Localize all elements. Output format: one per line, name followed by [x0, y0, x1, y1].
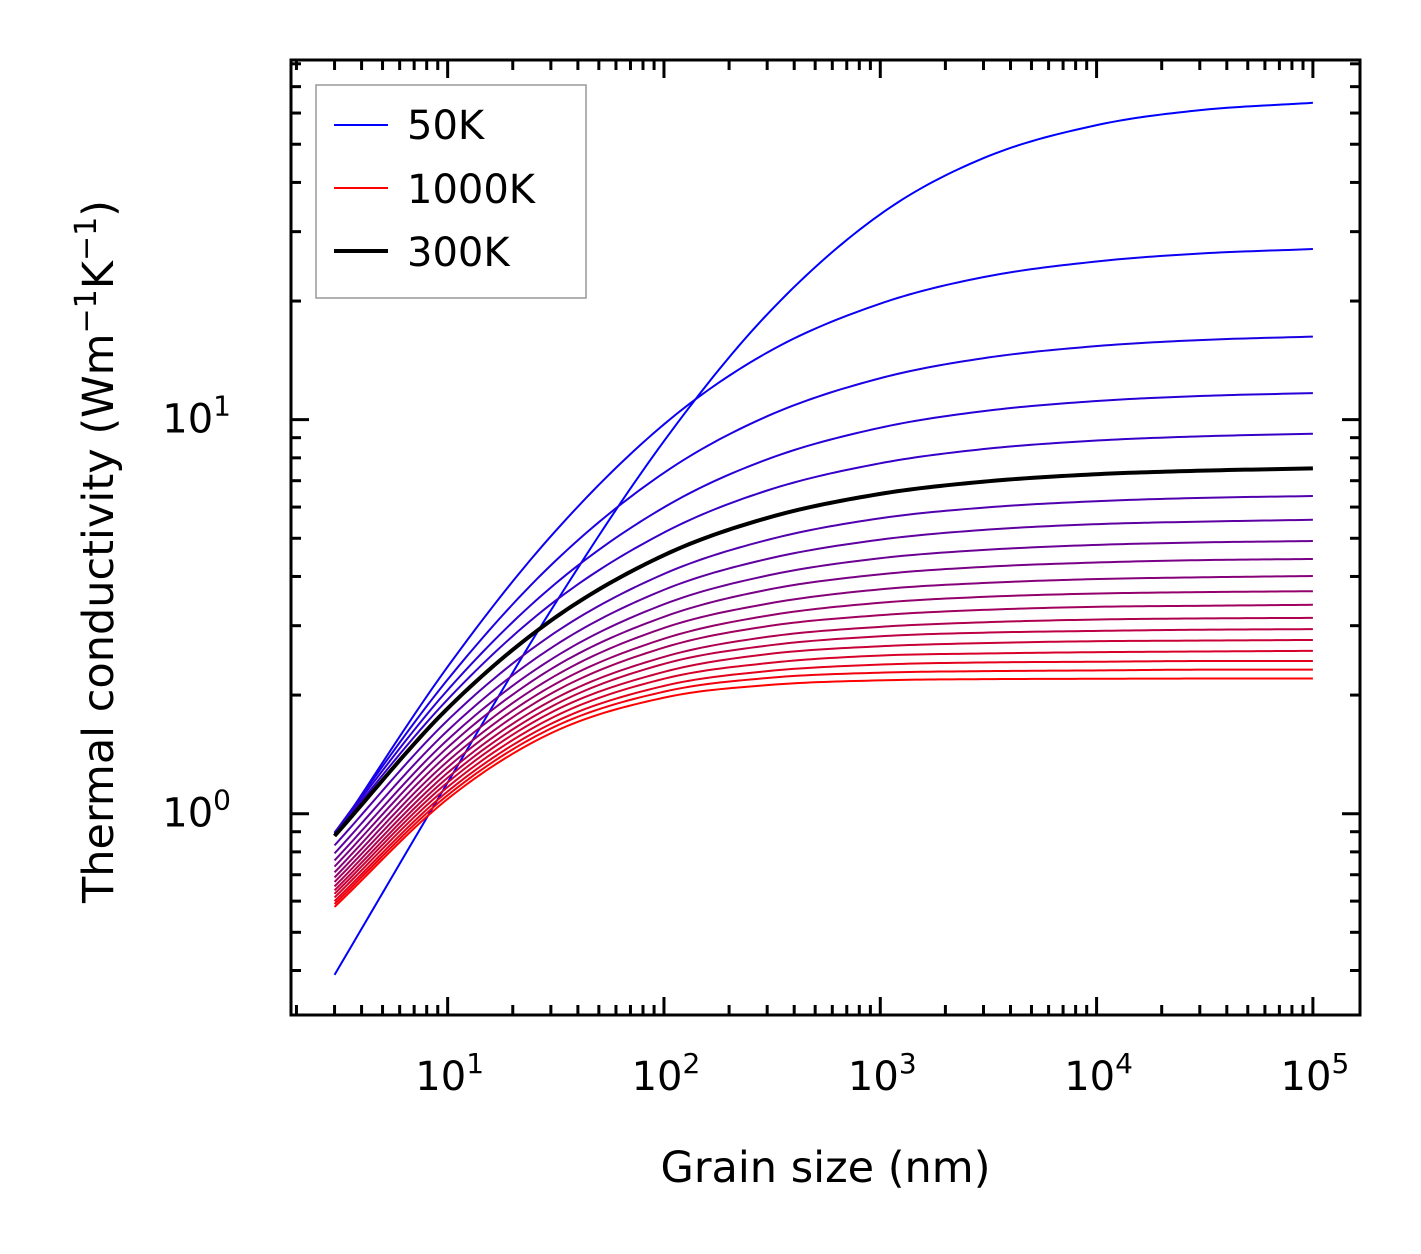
ticks-layer: [291, 60, 1360, 1015]
series-line-300k: [333, 466, 1313, 838]
x-tick-base: 10: [632, 1054, 683, 1100]
y-axis-label-exp2: −1: [69, 217, 104, 261]
x-tick-base: 10: [1064, 1054, 1115, 1100]
x-tick-exponent: 2: [683, 1047, 701, 1080]
y-tick-base: 10: [162, 397, 213, 443]
legend-entry-300k: 300K: [334, 230, 511, 276]
y-tick-exponent: 1: [213, 390, 231, 423]
legend-label-300k: 300K: [407, 230, 511, 276]
series-line-500k: [333, 557, 1313, 868]
series-line-100k: [333, 248, 1313, 837]
series-line-700k: [333, 616, 1313, 888]
x-tick-exponent: 4: [1115, 1047, 1133, 1080]
series-line-850k: [333, 649, 1313, 899]
series-layer: [333, 101, 1313, 976]
series-line-250k: [333, 432, 1313, 835]
x-tick-exponent: 3: [899, 1047, 917, 1080]
y-tick-base: 10: [162, 791, 213, 837]
x-tick-base: 10: [848, 1054, 899, 1100]
legend-entry-1000k: 1000K: [334, 167, 537, 213]
series-line-950k: [333, 668, 1313, 905]
y-axis-label: Thermal conductivity (Wm−1K−1): [69, 200, 124, 904]
x-tick-exponent: 1: [466, 1047, 484, 1080]
x-tick-label: 105: [1281, 1047, 1350, 1100]
legend-label-1000k: 1000K: [407, 167, 537, 213]
series-line-600k: [333, 590, 1313, 879]
x-tick-base: 10: [1281, 1054, 1332, 1100]
y-tick-label: 101: [162, 390, 231, 443]
x-tick-label: 101: [415, 1047, 484, 1100]
series-line-200k: [333, 392, 1313, 834]
x-tick-label: 102: [632, 1047, 701, 1100]
series-line-800k: [333, 638, 1313, 895]
series-line-650k: [333, 603, 1313, 883]
y-axis-label-main: Thermal conductivity (Wm: [74, 333, 124, 904]
legend-entry-50k: 50K: [334, 103, 486, 149]
series-line-750k: [333, 628, 1313, 892]
y-axis-label-exp1: −1: [69, 289, 104, 333]
series-line-450k: [333, 540, 1313, 862]
legend-label-50k: 50K: [407, 103, 486, 149]
series-line-550k: [333, 575, 1313, 873]
x-axis-label: Grain size (nm): [661, 1143, 991, 1193]
x-tick-label: 104: [1064, 1047, 1133, 1100]
plot-frame: [289, 58, 1362, 1017]
series-line-400k: [333, 518, 1313, 855]
y-tick-exponent: 0: [213, 784, 231, 817]
x-tick-exponent: 5: [1331, 1047, 1349, 1080]
series-line-350k: [333, 495, 1313, 847]
y-axis-label-close: ): [74, 200, 124, 217]
series-line-900k: [333, 660, 1313, 902]
series-line-150k: [333, 335, 1313, 834]
x-tick-base: 10: [415, 1054, 466, 1100]
y-tick-label: 100: [162, 784, 231, 837]
series-line-1000k: [333, 677, 1313, 908]
y-axis-label-k: K: [74, 259, 124, 289]
legend: 50K 1000K 300K: [315, 84, 587, 299]
legend-box: [315, 84, 587, 299]
x-tick-label: 103: [848, 1047, 917, 1100]
